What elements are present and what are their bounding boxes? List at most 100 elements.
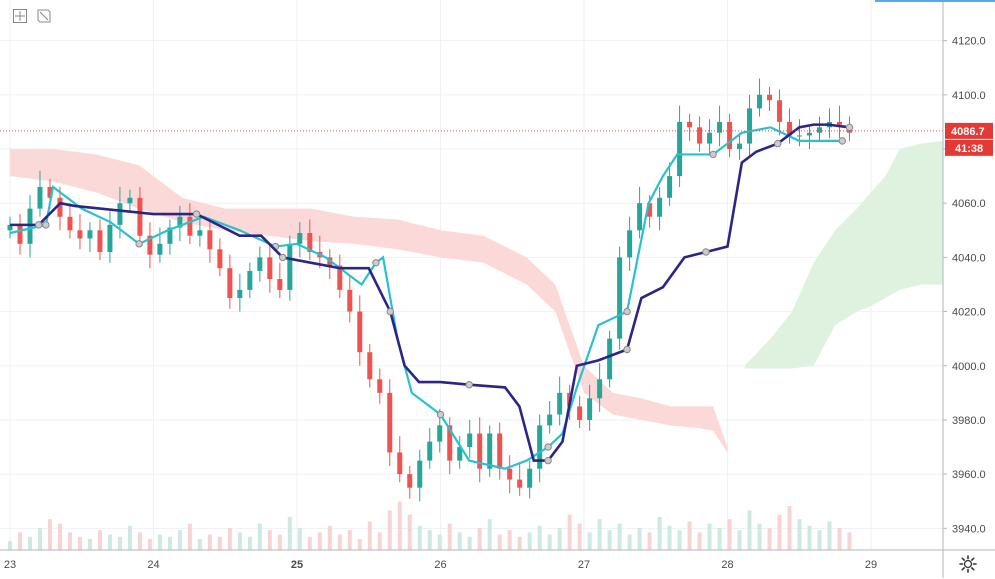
volume-bar bbox=[37, 528, 42, 550]
candle-body bbox=[447, 425, 453, 461]
candle-body bbox=[147, 235, 153, 255]
candle-body bbox=[597, 379, 603, 399]
candle-body bbox=[307, 233, 313, 252]
candle-body bbox=[417, 460, 423, 488]
countdown-label: 41:38 bbox=[955, 143, 983, 155]
volume-bar bbox=[297, 528, 302, 550]
candle-body bbox=[207, 230, 213, 250]
tag-icon[interactable] bbox=[36, 8, 52, 24]
volume-bar bbox=[847, 532, 852, 550]
volume-bar bbox=[467, 536, 472, 550]
volume-bar bbox=[67, 532, 72, 550]
volume-bar bbox=[387, 510, 392, 550]
line-marker bbox=[465, 381, 473, 389]
volume-bar bbox=[367, 521, 372, 550]
candle-body bbox=[237, 289, 243, 299]
volume-bar bbox=[497, 534, 502, 550]
crosshair-icon[interactable] bbox=[12, 8, 28, 24]
volume-bar bbox=[647, 532, 652, 550]
volume-bar bbox=[697, 532, 702, 550]
volume-bar bbox=[177, 530, 182, 550]
candle-body bbox=[117, 203, 123, 225]
candle-body bbox=[187, 216, 193, 236]
candle-body bbox=[467, 433, 473, 448]
candle-body bbox=[347, 289, 353, 312]
volume-bar bbox=[307, 536, 312, 550]
volume-bar bbox=[707, 523, 712, 550]
volume-bar bbox=[607, 530, 612, 550]
volume-bar bbox=[317, 532, 322, 550]
volume-bar bbox=[257, 523, 262, 550]
volume-bar bbox=[527, 532, 532, 550]
candle-body bbox=[287, 243, 293, 290]
volume-bar bbox=[157, 534, 162, 550]
candle-body bbox=[697, 127, 703, 144]
y-tick-label: 4060.0 bbox=[952, 198, 986, 210]
candle-body bbox=[687, 121, 693, 128]
candle-body bbox=[477, 433, 483, 469]
candle-body bbox=[247, 270, 253, 290]
candle-body bbox=[357, 311, 363, 353]
volume-bar bbox=[397, 501, 402, 550]
candle-body bbox=[836, 121, 842, 125]
volume-bar bbox=[207, 534, 212, 550]
y-tick-label: 4120.0 bbox=[952, 36, 986, 48]
candle-body bbox=[667, 176, 673, 198]
volume-bar bbox=[547, 534, 552, 550]
volume-bar bbox=[657, 517, 662, 550]
candle-body bbox=[257, 257, 263, 271]
volume-bar bbox=[357, 539, 362, 550]
candle-body bbox=[497, 433, 503, 469]
volume-bar bbox=[17, 532, 22, 550]
volume-bar bbox=[107, 534, 112, 550]
candle-body bbox=[87, 230, 93, 239]
candle-body bbox=[547, 414, 553, 426]
candle-body bbox=[57, 197, 63, 217]
volume-bar bbox=[457, 532, 462, 550]
volume-bar bbox=[87, 539, 92, 550]
volume-bar bbox=[217, 536, 222, 550]
candle-body bbox=[157, 243, 163, 255]
candle-body bbox=[807, 132, 812, 136]
candle-body bbox=[767, 94, 773, 101]
cloud-bearish bbox=[10, 149, 728, 453]
x-tick-label: 23 bbox=[4, 559, 16, 571]
y-tick-label: 3980.0 bbox=[952, 415, 986, 427]
volume-bar bbox=[47, 519, 52, 550]
volume-bar bbox=[557, 528, 562, 550]
candle-body bbox=[427, 441, 433, 461]
candle-body bbox=[37, 186, 43, 209]
line-marker bbox=[386, 307, 394, 316]
last-price-label: 4086.7 bbox=[951, 126, 985, 138]
volume-bar bbox=[577, 523, 582, 550]
candle-body bbox=[67, 216, 73, 231]
volume-bar bbox=[147, 539, 152, 550]
candle-body bbox=[507, 468, 513, 480]
candle-body bbox=[337, 265, 343, 290]
x-tick-label: 25 bbox=[291, 559, 303, 571]
candle-body bbox=[437, 425, 443, 442]
volume-bar bbox=[617, 523, 622, 550]
line-marker bbox=[278, 253, 287, 262]
settings-gear-icon[interactable] bbox=[958, 554, 978, 574]
volume-bar bbox=[327, 525, 332, 550]
x-tick-label: 28 bbox=[721, 559, 733, 571]
volume-bar bbox=[787, 506, 792, 550]
line-marker bbox=[623, 307, 631, 316]
volume-bars bbox=[8, 501, 852, 550]
volume-bar bbox=[57, 523, 62, 550]
x-tick-label: 27 bbox=[578, 559, 590, 571]
volume-bar bbox=[567, 514, 572, 550]
volume-bar bbox=[517, 536, 522, 550]
last-price-tag bbox=[945, 122, 993, 139]
volume-bar bbox=[447, 523, 452, 550]
volume-bar bbox=[127, 525, 132, 550]
volume-bar bbox=[677, 530, 682, 550]
volume-bar bbox=[427, 530, 432, 550]
candle-body bbox=[277, 279, 283, 290]
line-marker bbox=[436, 410, 445, 419]
candle-body bbox=[487, 433, 493, 469]
volume-bar bbox=[597, 519, 602, 550]
